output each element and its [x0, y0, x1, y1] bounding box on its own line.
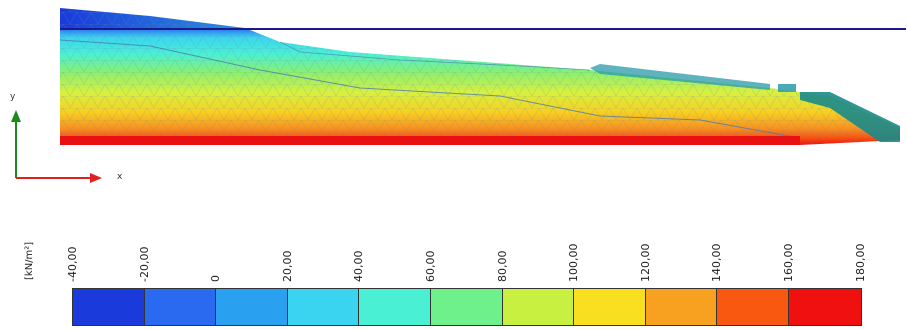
legend-tick-label: 100,00	[567, 243, 581, 283]
legend-cell	[717, 289, 789, 325]
legend-cell	[430, 289, 503, 325]
legend-cell	[359, 289, 431, 325]
legend-cell	[645, 289, 718, 325]
color-legend-bar	[72, 288, 862, 326]
top-wedge-mesh	[60, 8, 245, 30]
legend-tick-label: 40,00	[352, 250, 366, 283]
legend-tick-label: 120,00	[638, 243, 652, 283]
layer-line	[59, 39, 801, 139]
berm-structure	[590, 64, 770, 90]
legend-tick-label: 80,00	[495, 250, 509, 283]
legend-tick-label: -20,00	[137, 246, 151, 282]
berm-block	[778, 84, 796, 92]
legend-tick-label: 20,00	[280, 250, 294, 283]
legend-cell	[788, 289, 861, 325]
x-axis-arrowhead	[90, 173, 102, 183]
legend-cell	[287, 289, 360, 325]
x-axis-label: x	[117, 172, 123, 182]
legend-unit: [kN/m²]	[24, 241, 35, 280]
slope-structure	[800, 92, 900, 142]
legend-tick-label: 180,00	[853, 243, 867, 283]
legend-tick-label: 140,00	[710, 243, 724, 283]
layer-line	[279, 41, 591, 71]
legend-cell	[144, 289, 217, 325]
legend-tick-label: 0	[209, 275, 223, 282]
legend-tick-label: 60,00	[424, 250, 437, 283]
y-axis-label: y	[10, 92, 16, 102]
legend-cell	[73, 289, 145, 325]
soil-mesh	[60, 28, 900, 145]
legend-cell	[574, 289, 646, 325]
legend-cell	[502, 289, 575, 325]
legend-tick-label: -40,00	[66, 246, 79, 282]
legend-tick-label: 160,00	[782, 243, 795, 283]
legend-cell	[216, 289, 288, 325]
base-band	[60, 136, 800, 145]
y-axis-arrowhead	[11, 110, 21, 122]
